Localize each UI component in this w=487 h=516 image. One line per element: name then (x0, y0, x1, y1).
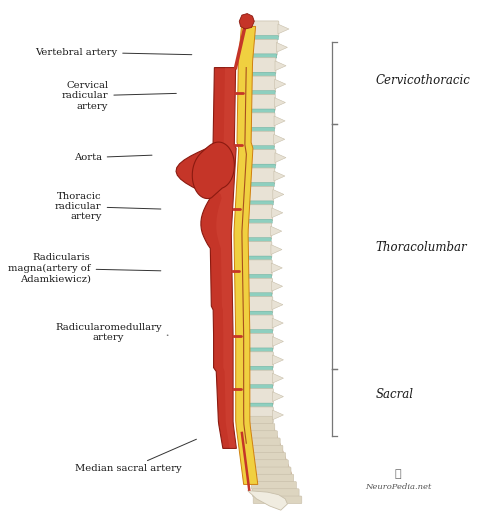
FancyBboxPatch shape (244, 205, 273, 221)
Polygon shape (272, 336, 283, 346)
FancyBboxPatch shape (244, 424, 275, 431)
FancyBboxPatch shape (244, 315, 273, 331)
Polygon shape (278, 24, 289, 34)
FancyBboxPatch shape (244, 293, 272, 297)
Polygon shape (247, 491, 287, 510)
FancyBboxPatch shape (245, 201, 273, 205)
Polygon shape (272, 392, 283, 401)
FancyBboxPatch shape (243, 241, 272, 257)
FancyBboxPatch shape (248, 460, 288, 467)
FancyBboxPatch shape (246, 113, 275, 129)
FancyBboxPatch shape (250, 21, 279, 37)
Text: Radicularomedullary
artery: Radicularomedullary artery (55, 323, 168, 342)
Polygon shape (272, 410, 283, 420)
FancyBboxPatch shape (243, 238, 271, 242)
FancyBboxPatch shape (244, 348, 273, 352)
FancyBboxPatch shape (245, 168, 275, 184)
Polygon shape (271, 245, 282, 254)
FancyBboxPatch shape (244, 330, 273, 334)
Polygon shape (274, 98, 285, 107)
Text: Thoracic
radicular
artery: Thoracic radicular artery (55, 191, 161, 221)
Text: Sacral: Sacral (376, 388, 414, 401)
FancyBboxPatch shape (246, 94, 275, 110)
FancyBboxPatch shape (244, 275, 272, 279)
FancyBboxPatch shape (248, 54, 277, 58)
FancyBboxPatch shape (244, 389, 273, 405)
Text: Aorta: Aorta (74, 153, 152, 162)
FancyBboxPatch shape (246, 150, 276, 166)
FancyBboxPatch shape (247, 164, 275, 168)
FancyBboxPatch shape (246, 183, 274, 187)
FancyBboxPatch shape (250, 36, 279, 40)
FancyBboxPatch shape (249, 467, 291, 475)
Text: Median sacral artery: Median sacral artery (75, 439, 196, 474)
Polygon shape (275, 79, 286, 89)
Text: Cervical
radicular
artery: Cervical radicular artery (62, 81, 176, 111)
FancyBboxPatch shape (243, 416, 272, 424)
FancyBboxPatch shape (247, 91, 275, 95)
Polygon shape (272, 373, 283, 383)
FancyBboxPatch shape (251, 481, 297, 489)
FancyBboxPatch shape (245, 431, 278, 439)
FancyBboxPatch shape (243, 223, 272, 239)
Polygon shape (272, 355, 283, 365)
Polygon shape (192, 142, 234, 199)
FancyBboxPatch shape (243, 260, 272, 276)
FancyBboxPatch shape (244, 186, 274, 202)
FancyBboxPatch shape (244, 352, 273, 368)
Polygon shape (271, 226, 282, 236)
Polygon shape (274, 171, 285, 181)
FancyBboxPatch shape (250, 474, 294, 482)
Text: Thoracolumbar: Thoracolumbar (376, 241, 468, 254)
Polygon shape (274, 116, 285, 126)
Polygon shape (237, 24, 292, 474)
FancyBboxPatch shape (244, 311, 272, 315)
Text: Radicularis
magna(artery of
Adamkiewicz): Radicularis magna(artery of Adamkiewicz) (8, 253, 161, 283)
FancyBboxPatch shape (244, 366, 273, 370)
FancyBboxPatch shape (245, 438, 280, 446)
Polygon shape (272, 300, 283, 310)
FancyBboxPatch shape (244, 297, 273, 313)
FancyBboxPatch shape (247, 58, 276, 74)
Text: NeuroPedia.net: NeuroPedia.net (365, 483, 431, 491)
Polygon shape (234, 26, 258, 485)
FancyBboxPatch shape (244, 370, 273, 386)
FancyBboxPatch shape (246, 109, 275, 113)
Polygon shape (272, 208, 283, 218)
Polygon shape (239, 13, 254, 29)
Polygon shape (275, 61, 286, 71)
Polygon shape (274, 134, 285, 144)
FancyBboxPatch shape (253, 496, 302, 504)
Text: Cervicothoracic: Cervicothoracic (376, 74, 471, 87)
Polygon shape (176, 68, 236, 448)
Polygon shape (273, 189, 284, 199)
FancyBboxPatch shape (247, 72, 276, 76)
FancyBboxPatch shape (248, 39, 277, 55)
FancyBboxPatch shape (243, 256, 271, 260)
Polygon shape (275, 153, 286, 163)
FancyBboxPatch shape (246, 146, 274, 150)
FancyBboxPatch shape (246, 76, 276, 92)
Polygon shape (271, 263, 282, 273)
FancyBboxPatch shape (244, 407, 273, 423)
Polygon shape (272, 281, 282, 291)
FancyBboxPatch shape (244, 219, 272, 223)
FancyBboxPatch shape (246, 127, 275, 132)
FancyBboxPatch shape (252, 489, 299, 496)
FancyBboxPatch shape (244, 403, 273, 407)
FancyBboxPatch shape (245, 131, 275, 148)
FancyBboxPatch shape (246, 445, 283, 453)
Polygon shape (276, 42, 287, 52)
Polygon shape (272, 318, 283, 328)
Text: Vertebral artery: Vertebral artery (35, 47, 192, 57)
FancyBboxPatch shape (244, 385, 273, 389)
FancyBboxPatch shape (244, 333, 273, 349)
FancyBboxPatch shape (244, 278, 272, 294)
FancyBboxPatch shape (247, 453, 285, 460)
Polygon shape (206, 68, 236, 448)
Text: ⌒: ⌒ (394, 469, 401, 479)
